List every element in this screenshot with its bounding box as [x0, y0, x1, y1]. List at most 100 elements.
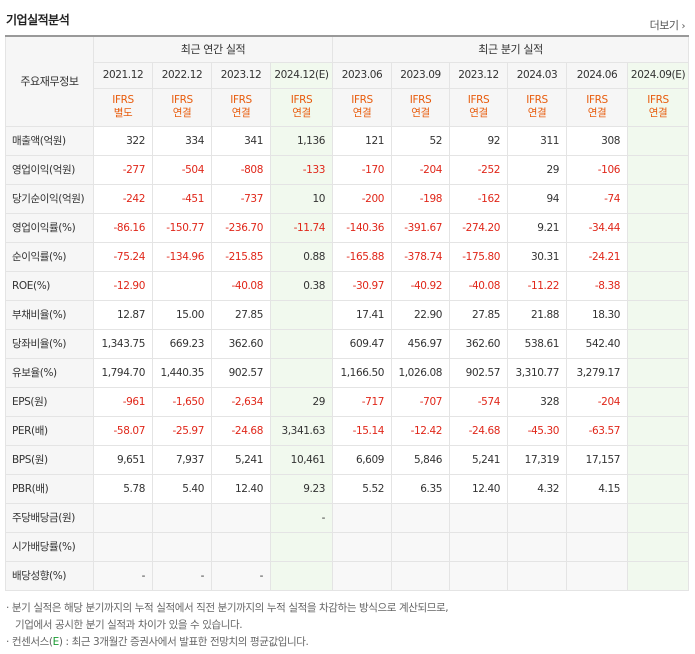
table-cell [507, 502, 568, 533]
table-cell: 362.60 [449, 328, 509, 359]
more-link[interactable]: 더보기 › [650, 17, 686, 33]
basis-standard: IFRS [290, 94, 313, 106]
table-cell: -165.88 [332, 241, 393, 272]
table-cell [627, 212, 690, 243]
table-cell: -707 [391, 386, 451, 417]
table-cell: 542.40 [566, 328, 629, 359]
period-header: 2024.06 [566, 61, 629, 89]
table-cell: -24.68 [449, 415, 509, 446]
table-cell [627, 386, 690, 417]
basis-header: IFRS 연결 [507, 87, 568, 127]
table-cell: -45.30 [507, 415, 568, 446]
note-line-1: · 분기 실적은 해당 분기까지의 누적 실적에서 직전 분기까지의 누적 실적… [6, 602, 449, 614]
basis-type: 연결 [352, 107, 372, 119]
table-cell: -40.92 [391, 270, 451, 301]
period-header: 2023.12 [449, 61, 509, 89]
table-cell: -242 [93, 183, 153, 214]
table-cell [627, 415, 690, 446]
table-row: 매출액(억원) 322 334 341 1,136 121 52 92 311 308 [5, 125, 690, 156]
table-cell: -58.07 [93, 415, 153, 446]
row-label: 당기순이익(억원) [5, 183, 94, 214]
table-cell: -204 [391, 154, 451, 185]
table-cell: 7,937 [152, 444, 212, 475]
table-cell: 9,651 [93, 444, 153, 475]
table-cell: 12.87 [93, 299, 153, 330]
table-cell: -40.08 [211, 270, 271, 301]
row-label: 주당배당금(원) [5, 502, 94, 533]
table-cell: 334 [152, 125, 212, 156]
table-cell [566, 502, 629, 533]
table-row: 유보율(%) 1,794.70 1,440.35 902.57 1,166.50 1,02… [5, 357, 690, 388]
basis-type: 연결 [292, 107, 311, 119]
table-cell: -25.97 [152, 415, 212, 446]
table-cell: 21.88 [507, 299, 568, 330]
table-cell: 5.40 [152, 473, 212, 504]
table-cell [627, 125, 690, 156]
table-cell [627, 241, 690, 272]
group-quarter: 최근 분기 실적 [332, 35, 690, 63]
table-cell: 5.78 [93, 473, 153, 504]
table-cell: -133 [269, 154, 334, 185]
table-cell: 10 [269, 183, 334, 214]
basis-standard: IFRS [467, 94, 490, 106]
table-row: PBR(배) 5.78 5.40 12.40 9.23 5.52 6.35 12.40 4.32… [5, 473, 690, 504]
table-cell [332, 531, 393, 562]
table-cell: - [211, 560, 271, 591]
table-cell: 328 [507, 386, 568, 417]
table-cell: 902.57 [449, 357, 509, 388]
table-cell: 5.52 [332, 473, 393, 504]
table-cell [627, 270, 690, 301]
row-label: 부채비율(%) [5, 299, 94, 330]
notes: · 분기 실적은 해당 분기까지의 누적 실적에서 직전 분기까지의 누적 실적… [6, 600, 449, 651]
table-cell: -2,634 [211, 386, 271, 417]
table-cell [269, 560, 334, 591]
table-cell: -86.16 [93, 212, 153, 243]
table-cell [627, 531, 690, 562]
basis-type: 연결 [648, 107, 668, 119]
table-cell: -11.74 [269, 212, 334, 243]
row-label: 순이익률(%) [5, 241, 94, 272]
basis-header: IFRS 연결 [152, 87, 212, 127]
basis-header: IFRS 연결 [566, 87, 629, 127]
period-header: 2022.12 [152, 61, 212, 89]
table-cell [449, 531, 509, 562]
row-label: 당좌비율(%) [5, 328, 94, 359]
table-cell: 30.31 [507, 241, 568, 272]
row-label: PER(배) [5, 415, 94, 446]
table-cell: 17,157 [566, 444, 629, 475]
table-row: 순이익률(%) -75.24 -134.96 -215.85 0.88 -165.88 -3… [5, 241, 690, 272]
period-header: 2024.09(E) [627, 61, 690, 89]
table-cell: 52 [391, 125, 451, 156]
table-cell [211, 531, 271, 562]
row-header-label: 주요재무정보 [5, 35, 94, 127]
table-cell: 29 [269, 386, 334, 417]
table-cell: 27.85 [211, 299, 271, 330]
table-row: 시가배당률(%) [5, 531, 690, 562]
table-cell: -504 [152, 154, 212, 185]
table-cell: -236.70 [211, 212, 271, 243]
table-cell [627, 473, 690, 504]
table-cell [449, 560, 509, 591]
row-label: 배당성향(%) [5, 560, 94, 591]
table-cell: -34.44 [566, 212, 629, 243]
table-cell: -134.96 [152, 241, 212, 272]
table-cell: -170 [332, 154, 393, 185]
chevron-right-icon: › [681, 21, 686, 32]
table-cell: -204 [566, 386, 629, 417]
financial-table: 주요재무정보 최근 연간 실적 최근 분기 실적 2021.12 2022.12 2… [5, 35, 690, 591]
table-row: 당기순이익(억원) -242 -451 -737 10 -200 -198 -162 94 -74 [5, 183, 690, 214]
table-cell: 5,241 [449, 444, 509, 475]
basis-header: IFRS 연결 [449, 87, 509, 127]
table-cell: 322 [93, 125, 153, 156]
table-cell: -12.42 [391, 415, 451, 446]
basis-type: 연결 [469, 107, 488, 119]
table-cell [507, 560, 568, 591]
table-row: 당좌비율(%) 1,343.75 669.23 362.60 609.47 456.97 3… [5, 328, 690, 359]
table-cell: - [269, 502, 334, 533]
table-cell: 12.40 [211, 473, 271, 504]
table-cell: -252 [449, 154, 509, 185]
note-line-2: 기업에서 공시한 분기 실적과 차이가 있을 수 있습니다. [15, 619, 243, 631]
table-cell: -24.21 [566, 241, 629, 272]
table-row: 주당배당금(원) - [5, 502, 690, 533]
table-cell: -30.97 [332, 270, 393, 301]
